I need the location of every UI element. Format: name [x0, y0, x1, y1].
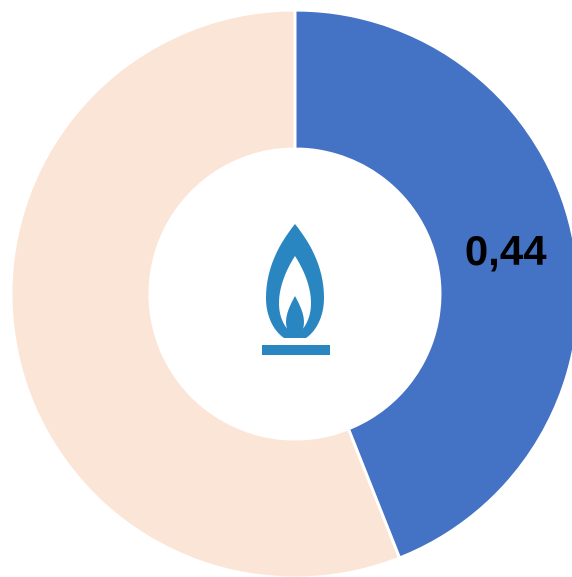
flame-hollow	[279, 256, 311, 332]
slice	[9, 8, 402, 577]
flame-inner	[286, 296, 304, 338]
slice	[293, 8, 572, 561]
value-label: 0,44	[465, 227, 547, 274]
burner-base	[262, 345, 330, 355]
slices	[9, 8, 572, 577]
gas-icon	[262, 224, 330, 355]
labels: 0,44	[465, 227, 547, 274]
